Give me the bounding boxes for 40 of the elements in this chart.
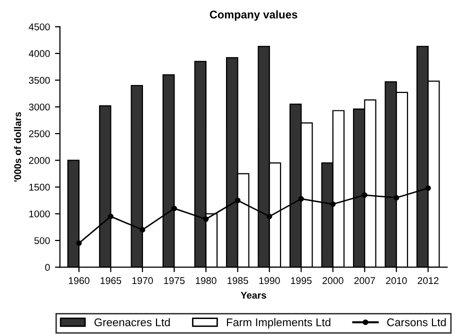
point — [266, 214, 272, 220]
chart-title: Company values — [210, 10, 298, 21]
point — [140, 227, 146, 233]
point — [234, 198, 240, 204]
x-tick-label: 1995 — [291, 277, 312, 284]
y-tick-label: 0 — [45, 264, 50, 271]
y-tick-label: 3500 — [28, 76, 50, 84]
x-tick-label: 2010 — [386, 277, 407, 284]
point — [330, 201, 336, 207]
x-tick-label: 1965 — [100, 277, 122, 284]
y-tick-label: 4000 — [28, 50, 50, 58]
y-axis-title: '000s of dollars — [14, 112, 22, 182]
point — [108, 214, 114, 220]
point — [394, 194, 400, 201]
point — [76, 240, 82, 246]
point — [298, 196, 304, 202]
x-tick-label: 1990 — [259, 277, 280, 284]
x-tick-label: 2007 — [354, 277, 375, 284]
x-tick-label: 1960 — [68, 277, 90, 284]
x-tick-label: 1970 — [132, 277, 153, 284]
legend-label: Carsons Ltd — [387, 318, 446, 326]
point — [203, 216, 209, 222]
y-tick-label: 500 — [34, 237, 50, 244]
legend-label: Farm Implements Ltd — [226, 318, 330, 328]
y-tick-label: 1500 — [29, 184, 50, 191]
y-tick-label: 3000 — [28, 104, 50, 110]
point — [362, 192, 368, 198]
x-tick-label: 2012 — [418, 277, 438, 284]
x-tick-label: 1985 — [228, 277, 248, 284]
x-tick-label: 2000 — [322, 277, 344, 284]
x-tick-label: 1980 — [196, 277, 216, 284]
y-tick-label: 2500 — [29, 130, 50, 138]
y-tick-label: 1000 — [29, 210, 50, 218]
x-axis-title: Years — [240, 292, 266, 299]
point — [171, 206, 177, 212]
y-tick-label: 4500 — [28, 23, 50, 30]
y-tick-label: 2000 — [29, 157, 50, 164]
legend-label: Greenacres Ltd — [94, 318, 170, 326]
point — [425, 185, 431, 191]
x-tick-label: 1975 — [164, 277, 185, 284]
